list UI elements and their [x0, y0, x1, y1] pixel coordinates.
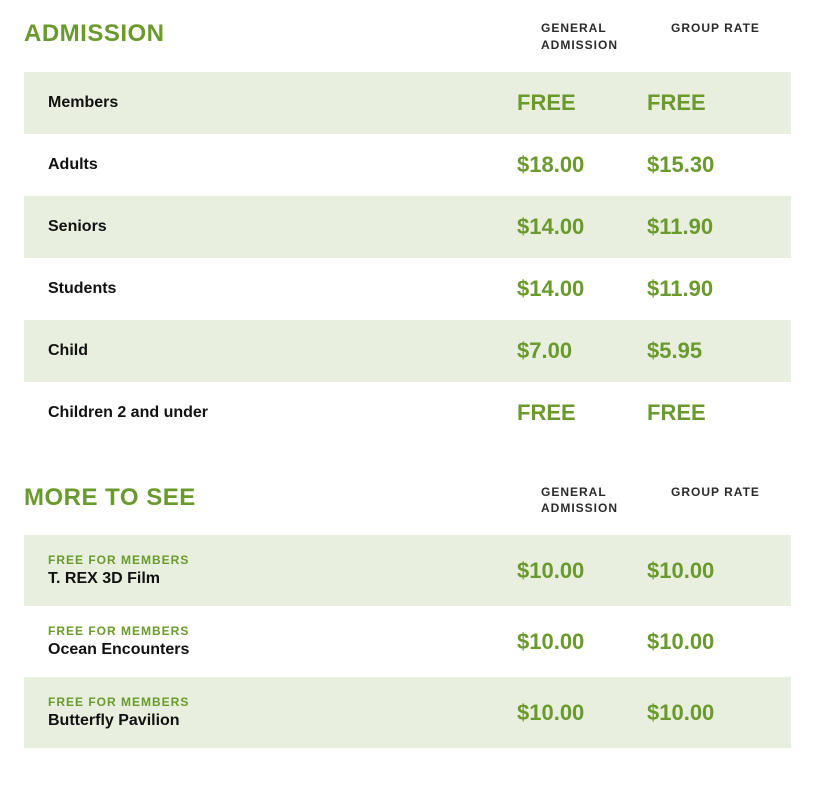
row-label-wrap: FREE FOR MEMBERS Butterfly Pavilion — [48, 695, 507, 730]
row-label: Adults — [48, 156, 507, 174]
row-label: Children 2 and under — [48, 404, 507, 422]
price-group: FREE — [647, 90, 767, 116]
table-row: Children 2 and under FREE FREE — [24, 382, 791, 444]
table-row: Members FREE FREE — [24, 72, 791, 134]
row-label: Butterfly Pavilion — [48, 712, 507, 730]
admission-col-general: GENERAL ADMISSION — [541, 20, 661, 54]
table-row: Adults $18.00 $15.30 — [24, 134, 791, 196]
row-label-wrap: FREE FOR MEMBERS Ocean Encounters — [48, 624, 507, 659]
price-group: FREE — [647, 400, 767, 426]
more-col-group: GROUP RATE — [671, 484, 791, 501]
row-label: T. REX 3D Film — [48, 570, 507, 588]
admission-section: ADMISSION GENERAL ADMISSION GROUP RATE M… — [24, 20, 791, 444]
table-row: FREE FOR MEMBERS Butterfly Pavilion $10.… — [24, 677, 791, 748]
row-label-wrap: FREE FOR MEMBERS T. REX 3D Film — [48, 553, 507, 588]
row-tag: FREE FOR MEMBERS — [48, 695, 507, 709]
price-group: $11.90 — [647, 276, 767, 302]
price-general: $10.00 — [517, 629, 637, 655]
table-row: Child $7.00 $5.95 — [24, 320, 791, 382]
price-group: $10.00 — [647, 700, 767, 726]
price-general: $10.00 — [517, 700, 637, 726]
table-row: Students $14.00 $11.90 — [24, 258, 791, 320]
row-label: Seniors — [48, 218, 507, 236]
table-row: FREE FOR MEMBERS Ocean Encounters $10.00… — [24, 606, 791, 677]
price-general: FREE — [517, 400, 637, 426]
admission-col-group: GROUP RATE — [671, 20, 791, 37]
price-general: $14.00 — [517, 276, 637, 302]
price-group: $10.00 — [647, 558, 767, 584]
price-group: $15.30 — [647, 152, 767, 178]
row-tag: FREE FOR MEMBERS — [48, 624, 507, 638]
more-header: MORE TO SEE GENERAL ADMISSION GROUP RATE — [24, 484, 791, 518]
price-general: FREE — [517, 90, 637, 116]
table-row: FREE FOR MEMBERS T. REX 3D Film $10.00 $… — [24, 535, 791, 606]
row-tag: FREE FOR MEMBERS — [48, 553, 507, 567]
row-label: Students — [48, 280, 507, 298]
price-general: $7.00 — [517, 338, 637, 364]
row-label: Members — [48, 94, 507, 112]
table-row: Seniors $14.00 $11.90 — [24, 196, 791, 258]
more-title: MORE TO SEE — [24, 484, 531, 512]
price-general: $14.00 — [517, 214, 637, 240]
admission-title: ADMISSION — [24, 20, 531, 48]
price-group: $11.90 — [647, 214, 767, 240]
more-section: MORE TO SEE GENERAL ADMISSION GROUP RATE… — [24, 484, 791, 749]
more-col-general: GENERAL ADMISSION — [541, 484, 661, 518]
price-group: $10.00 — [647, 629, 767, 655]
price-group: $5.95 — [647, 338, 767, 364]
admission-header: ADMISSION GENERAL ADMISSION GROUP RATE — [24, 20, 791, 54]
price-general: $10.00 — [517, 558, 637, 584]
row-label: Ocean Encounters — [48, 641, 507, 659]
price-general: $18.00 — [517, 152, 637, 178]
row-label: Child — [48, 342, 507, 360]
